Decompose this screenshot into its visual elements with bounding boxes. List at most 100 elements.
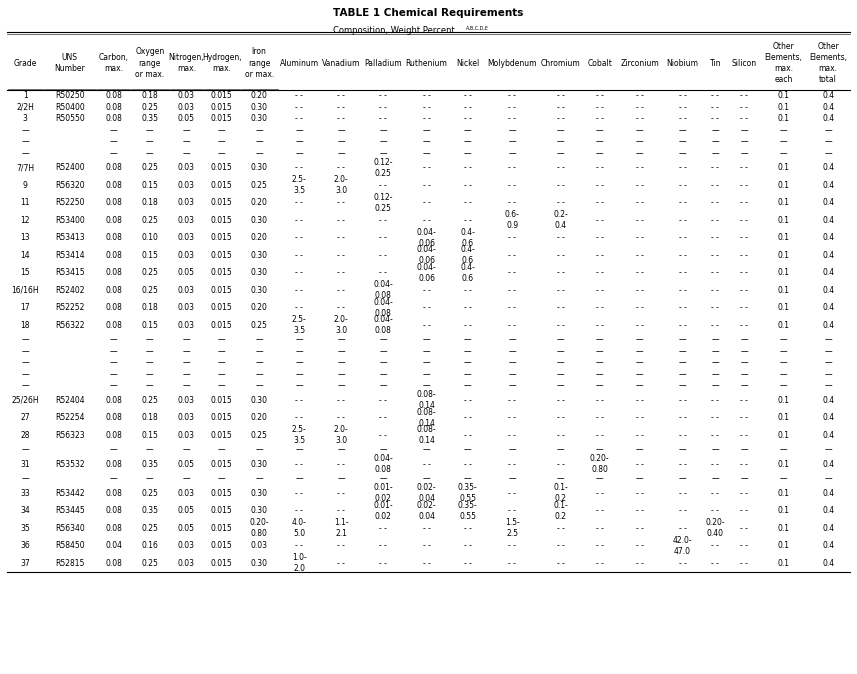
Text: 0.30: 0.30 — [250, 115, 267, 123]
Text: 0.015: 0.015 — [211, 431, 233, 439]
Text: —: — — [824, 149, 832, 158]
Text: 0.4: 0.4 — [822, 489, 834, 498]
Text: - -: - - — [711, 541, 719, 550]
Text: 0.015: 0.015 — [211, 91, 233, 100]
Text: R56320: R56320 — [55, 181, 85, 190]
Text: - -: - - — [596, 181, 603, 190]
Text: 0.30: 0.30 — [250, 268, 267, 277]
Text: 36: 36 — [21, 541, 30, 550]
Text: Carbon,
max.: Carbon, max. — [99, 53, 129, 73]
Text: - -: - - — [337, 102, 345, 112]
Text: —: — — [423, 346, 430, 356]
Text: - -: - - — [679, 321, 686, 330]
Text: —: — — [636, 381, 644, 390]
Text: 0.08: 0.08 — [105, 216, 122, 224]
Text: 2.5-
3.5: 2.5- 3.5 — [292, 315, 307, 335]
Text: —: — — [423, 359, 430, 367]
Text: - -: - - — [508, 251, 516, 259]
Text: - -: - - — [464, 102, 471, 112]
Text: —: — — [379, 137, 387, 146]
Text: 0.18: 0.18 — [141, 91, 159, 100]
Text: - -: - - — [711, 506, 719, 515]
Text: - -: - - — [379, 396, 387, 405]
Text: - -: - - — [711, 321, 719, 330]
Text: 14: 14 — [21, 251, 30, 259]
Text: —: — — [218, 381, 225, 390]
Text: 0.03: 0.03 — [178, 541, 195, 550]
Text: —: — — [557, 474, 564, 483]
Text: 0.03: 0.03 — [178, 559, 195, 568]
Text: 0.08: 0.08 — [105, 396, 122, 405]
Text: R56323: R56323 — [55, 431, 85, 439]
Text: - -: - - — [679, 181, 686, 190]
Text: —: — — [508, 149, 516, 158]
Text: 0.30: 0.30 — [250, 102, 267, 112]
Text: —: — — [464, 446, 471, 454]
Text: 33: 33 — [21, 489, 30, 498]
Text: R52400: R52400 — [55, 163, 85, 173]
Text: 0.20-
0.80: 0.20- 0.80 — [590, 454, 609, 474]
Text: —: — — [596, 370, 603, 379]
Text: - -: - - — [508, 431, 516, 439]
Text: - -: - - — [740, 216, 748, 224]
Text: —: — — [740, 126, 748, 135]
Text: 0.1: 0.1 — [777, 115, 789, 123]
Text: - -: - - — [740, 506, 748, 515]
Text: 0.015: 0.015 — [211, 413, 233, 422]
Text: —: — — [21, 126, 29, 135]
Text: 42.0-
47.0: 42.0- 47.0 — [673, 536, 692, 556]
Text: 0.03: 0.03 — [178, 198, 195, 207]
Text: —: — — [464, 149, 471, 158]
Text: - -: - - — [556, 163, 565, 173]
Text: - -: - - — [423, 460, 430, 468]
Text: —: — — [596, 335, 603, 344]
Text: - -: - - — [379, 524, 387, 532]
Text: Niobium: Niobium — [667, 59, 698, 67]
Text: Tin: Tin — [710, 59, 721, 67]
Text: 0.04-
0.08: 0.04- 0.08 — [373, 315, 393, 335]
Text: - -: - - — [596, 268, 603, 277]
Text: R52250: R52250 — [55, 198, 85, 207]
Text: 0.015: 0.015 — [211, 489, 233, 498]
Text: 0.30: 0.30 — [250, 506, 267, 515]
Text: - -: - - — [679, 163, 686, 173]
Text: 0.015: 0.015 — [211, 460, 233, 468]
Text: - -: - - — [636, 413, 644, 422]
Text: —: — — [824, 137, 832, 146]
Text: - -: - - — [296, 506, 303, 515]
Text: —: — — [296, 381, 303, 390]
Text: —: — — [508, 474, 516, 483]
Text: —: — — [21, 346, 29, 356]
Text: Oxygen
range
or max.: Oxygen range or max. — [135, 47, 165, 79]
Text: - -: - - — [423, 216, 430, 224]
Text: 0.015: 0.015 — [211, 396, 233, 405]
Text: 0.04-
0.08: 0.04- 0.08 — [373, 298, 393, 318]
Text: —: — — [464, 346, 471, 356]
Text: 0.03: 0.03 — [178, 396, 195, 405]
Text: 0.1: 0.1 — [777, 181, 789, 190]
Text: R50400: R50400 — [55, 102, 85, 112]
Text: Vanadium: Vanadium — [322, 59, 360, 67]
Text: - -: - - — [337, 559, 345, 568]
Text: - -: - - — [464, 460, 471, 468]
Text: 4.0-
5.0: 4.0- 5.0 — [291, 518, 307, 539]
Text: 0.25: 0.25 — [141, 286, 159, 295]
Text: - -: - - — [596, 524, 603, 532]
Text: - -: - - — [337, 396, 345, 405]
Text: - -: - - — [337, 115, 345, 123]
Text: 0.30: 0.30 — [250, 286, 267, 295]
Text: - -: - - — [379, 559, 387, 568]
Text: 0.1: 0.1 — [777, 216, 789, 224]
Text: - -: - - — [636, 233, 644, 242]
Text: R53415: R53415 — [55, 268, 85, 277]
Text: - -: - - — [464, 431, 471, 439]
Text: - -: - - — [423, 303, 430, 312]
Text: - -: - - — [296, 91, 303, 100]
Text: 0.25: 0.25 — [141, 102, 159, 112]
Text: - -: - - — [636, 321, 644, 330]
Text: —: — — [740, 335, 748, 344]
Text: - -: - - — [711, 102, 719, 112]
Text: 16/16H: 16/16H — [11, 286, 39, 295]
Text: —: — — [464, 126, 471, 135]
Text: R52254: R52254 — [55, 413, 85, 422]
